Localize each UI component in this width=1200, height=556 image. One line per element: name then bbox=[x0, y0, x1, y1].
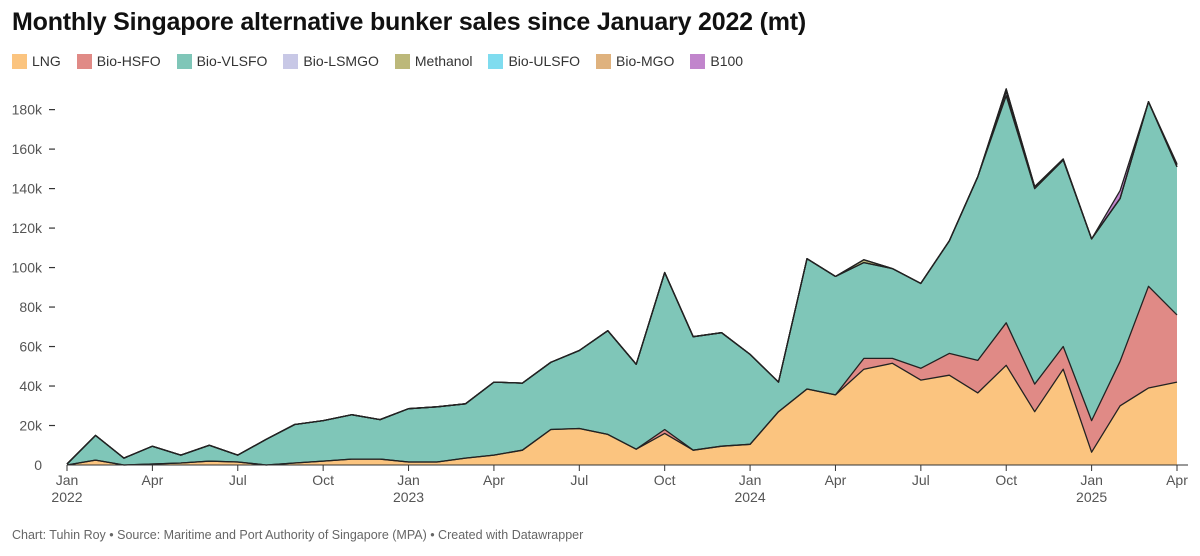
y-tick-label-100k: 100k bbox=[12, 260, 43, 276]
legend-item-bio-lsmgo: Bio-LSMGO bbox=[283, 53, 379, 69]
legend-swatch-bio-lsmgo bbox=[283, 53, 299, 69]
x-tick-label-39: Apr bbox=[1166, 472, 1188, 488]
legend-label-bio-vlsfo: Bio-VLSFO bbox=[196, 53, 268, 69]
x-tick-label-27: Apr bbox=[825, 472, 847, 488]
y-tick-label-160k: 160k bbox=[12, 141, 43, 157]
legend-swatch-bio-vlsfo bbox=[176, 53, 192, 69]
x-tick-label-33: Oct bbox=[995, 472, 1017, 488]
x-tick-label-12: Jan bbox=[397, 472, 420, 488]
legend-item-bio-vlsfo: Bio-VLSFO bbox=[176, 53, 268, 69]
legend-label-bio-mgo: Bio-MGO bbox=[616, 53, 675, 69]
x-tick-label-24: Jan bbox=[739, 472, 762, 488]
line-b100 bbox=[66, 88, 1178, 465]
x-tick-label-9: Oct bbox=[312, 472, 334, 488]
legend-swatch-b100 bbox=[690, 53, 706, 69]
legend-item-bio-mgo: Bio-MGO bbox=[596, 53, 674, 69]
x-tick-label-21: Oct bbox=[654, 472, 676, 488]
y-tick-label-40k: 40k bbox=[19, 378, 43, 394]
area-bio-vlsfo bbox=[67, 95, 1177, 466]
legend-swatch-bio-mgo bbox=[596, 53, 612, 69]
line-bio-hsfo bbox=[66, 285, 1178, 466]
y-tick-label-0: 0 bbox=[34, 457, 42, 473]
x-tick-label-0: Jan bbox=[56, 472, 79, 488]
x-tick-year-2024: 2024 bbox=[734, 489, 765, 505]
x-tick-label-18: Jul bbox=[570, 472, 588, 488]
chart-legend: LNG Bio-HSFO Bio-VLSFO Bio-LSMGO Methanol Bio… bbox=[12, 53, 759, 69]
legend-item-lng: LNG bbox=[12, 53, 61, 69]
legend-swatch-lng bbox=[12, 53, 27, 69]
x-tick-label-30: Jul bbox=[912, 472, 930, 488]
chart-footer: Chart: Tuhin Roy • Source: Maritime and … bbox=[12, 528, 584, 542]
y-tick-label-120k: 120k bbox=[12, 220, 43, 236]
y-tick-label-180k: 180k bbox=[12, 102, 43, 118]
x-tick-year-2022: 2022 bbox=[51, 489, 82, 505]
x-tick-label-6: Jul bbox=[229, 472, 247, 488]
legend-label-b100: B100 bbox=[710, 53, 744, 69]
legend-label-bio-hsfo: Bio-HSFO bbox=[96, 53, 161, 69]
legend-swatch-bio-hsfo bbox=[76, 53, 92, 69]
y-tick-label-20k: 20k bbox=[19, 418, 43, 434]
legend-item-bio-hsfo: Bio-HSFO bbox=[76, 53, 161, 69]
legend-item-methanol: Methanol bbox=[394, 53, 473, 69]
legend-item-b100: B100 bbox=[690, 53, 743, 69]
area-bio-hsfo bbox=[67, 286, 1177, 465]
x-tick-label-3: Apr bbox=[141, 472, 163, 488]
legend-label-methanol: Methanol bbox=[414, 53, 473, 69]
legend-item-bio-ulsfo: Bio-ULSFO bbox=[488, 53, 580, 69]
legend-label-bio-lsmgo: Bio-LSMGO bbox=[303, 53, 379, 69]
chart-title: Monthly Singapore alternative bunker sal… bbox=[12, 8, 807, 36]
legend-label-lng: LNG bbox=[32, 53, 61, 69]
x-tick-label-15: Apr bbox=[483, 472, 505, 488]
legend-label-bio-ulsfo: Bio-ULSFO bbox=[508, 53, 581, 69]
x-tick-year-2025: 2025 bbox=[1076, 489, 1107, 505]
area-lng bbox=[67, 363, 1177, 465]
legend-swatch-methanol bbox=[394, 53, 410, 69]
y-tick-label-80k: 80k bbox=[19, 299, 43, 315]
x-tick-label-36: Jan bbox=[1080, 472, 1103, 488]
stacked-area-chart: 020k40k60k80k100k120k140k160k180kJan2022… bbox=[12, 88, 1188, 505]
y-tick-label-140k: 140k bbox=[12, 181, 43, 197]
y-tick-label-60k: 60k bbox=[19, 339, 43, 355]
x-tick-year-2023: 2023 bbox=[393, 489, 424, 505]
legend-swatch-bio-ulsfo bbox=[488, 53, 504, 69]
